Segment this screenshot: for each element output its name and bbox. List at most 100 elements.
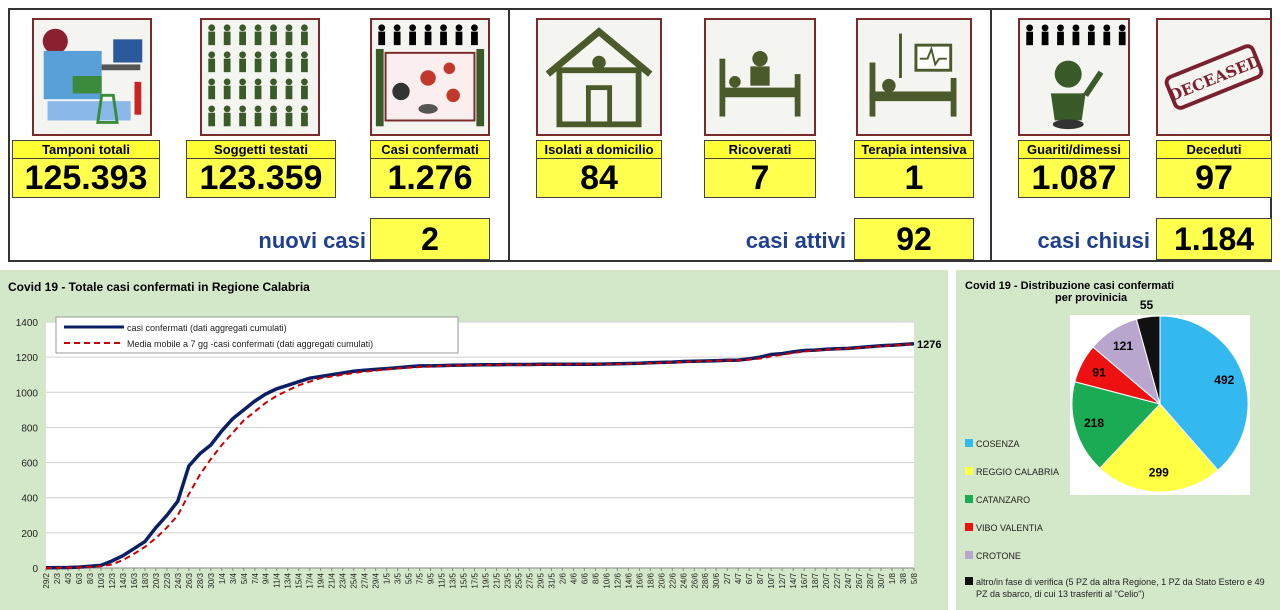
soggetti-label: Soggetti testati — [186, 140, 336, 160]
x-tick-label: 26/3 — [185, 572, 194, 588]
x-tick-label: 2/6 — [558, 572, 567, 584]
terapia-value: 1 — [854, 158, 974, 198]
x-tick-label: 29/2 — [42, 572, 51, 588]
deceduti-value: 97 — [1156, 158, 1272, 198]
x-tick-label: 2/3 — [53, 572, 62, 584]
x-tick-label: 5/8 — [910, 572, 919, 584]
pie-data-label: 299 — [1149, 466, 1169, 480]
x-tick-label: 6/7 — [745, 572, 754, 584]
pie-data-label: 121 — [1113, 339, 1133, 353]
x-tick-label: 12/6 — [613, 572, 622, 588]
x-tick-label: 28/6 — [701, 572, 710, 588]
guariti-value: 1.087 — [1018, 158, 1130, 198]
x-tick-label: 30/7 — [877, 572, 886, 588]
people-grid-icon — [200, 18, 320, 136]
x-tick-label: 3/4 — [229, 572, 238, 584]
x-tick-label: 21/5 — [492, 572, 501, 588]
x-tick-label: 3/8 — [899, 572, 908, 584]
end-value-label: 1276 — [917, 339, 941, 351]
casi-chiusi-value: 1.184 — [1156, 218, 1272, 260]
guariti-label: Guariti/dimessi — [1018, 140, 1130, 160]
x-tick-label: 28/3 — [196, 572, 205, 588]
x-tick-label: 2/7 — [723, 572, 732, 584]
x-tick-label: 7/5 — [416, 572, 425, 584]
legend-swatch — [965, 523, 973, 531]
legend-swatch — [965, 467, 973, 475]
x-tick-label: 21/4 — [328, 572, 337, 588]
x-tick-label: 30/6 — [712, 572, 721, 588]
x-tick-label: 5/4 — [240, 572, 249, 584]
section-divider — [508, 10, 510, 260]
x-tick-label: 9/4 — [262, 572, 271, 584]
tamponi-label: Tamponi totali — [12, 140, 160, 160]
x-tick-label: 10/7 — [767, 572, 776, 588]
x-tick-label: 20/3 — [152, 572, 161, 588]
pie-legend-label: CATANZARO — [976, 495, 1031, 505]
x-tick-label: 1/8 — [888, 572, 897, 584]
pie-chart: 492 299 218 91 121 55 — [1070, 298, 1250, 495]
x-tick-label: 8/6 — [591, 572, 600, 584]
pie-legend-label: REGGIO CALABRIA — [976, 467, 1060, 477]
x-tick-label: 17/5 — [471, 572, 480, 588]
pie-slice — [1135, 315, 1161, 405]
pie-title-line1: Covid 19 - Distribuzione casi confermati — [965, 280, 1175, 292]
ricoverati-value: 7 — [704, 158, 816, 198]
x-tick-label: 23/5 — [503, 572, 512, 588]
pie-chart-title: Covid 19 - Distribuzione casi confermati… — [965, 280, 1265, 304]
x-tick-label: 15/4 — [295, 572, 304, 588]
line-legend: casi confermati (dati aggregati cumulati… — [55, 316, 459, 354]
x-tick-label: 14/6 — [624, 572, 633, 588]
x-tick-label: 18/6 — [646, 572, 655, 588]
x-tick-label: 20/7 — [822, 572, 831, 588]
legend-swatch — [965, 495, 973, 503]
x-tick-label: 9/5 — [427, 572, 436, 584]
x-tick-label: 1/5 — [383, 572, 392, 584]
deceduti-label: Deceduti — [1156, 140, 1272, 160]
dashboard-stats-panel: Tamponi totali 125.393 Soggetti testati — [8, 8, 1272, 262]
casi-attivi-label: casi attivi — [745, 228, 846, 253]
legend-swatch — [965, 577, 973, 585]
x-tick-label: 24/7 — [844, 572, 853, 588]
x-tick-label: 27/5 — [525, 572, 534, 588]
x-tick-label: 10/3 — [97, 572, 106, 588]
nuovi-casi-value: 2 — [370, 218, 490, 260]
pie-chart-panel: 492 299 218 91 121 55 Covid 19 - Distribuzion… — [956, 270, 1280, 610]
isolati-label: Isolati a domicilio — [536, 140, 662, 160]
x-tick-label: 5/5 — [405, 572, 414, 584]
x-tick-label: 28/7 — [866, 572, 875, 588]
x-tick-label: 16/6 — [635, 572, 644, 588]
nuovi-casi-label: nuovi casi — [258, 228, 366, 253]
x-tick-label: 17/4 — [306, 572, 315, 588]
pie-data-label: 55 — [1140, 298, 1154, 312]
x-tick-label: 18/3 — [141, 572, 150, 588]
y-tick-label: 600 — [21, 459, 38, 470]
x-tick-label: 6/6 — [580, 572, 589, 584]
x-tick-label: 18/7 — [811, 572, 820, 588]
x-tick-label: 14/7 — [789, 572, 798, 588]
x-tick-label: 13/4 — [284, 572, 293, 588]
x-tick-label: 24/6 — [679, 572, 688, 588]
pie-data-label: 492 — [1214, 373, 1234, 387]
x-tick-label: 30/3 — [207, 572, 216, 588]
x-tick-label: 8/3 — [86, 572, 95, 584]
x-tick-label: 14/3 — [119, 572, 128, 588]
x-tick-label: 8/7 — [756, 572, 765, 584]
y-tick-label: 800 — [21, 423, 38, 434]
x-tick-label: 12/3 — [108, 572, 117, 588]
legend-swatch — [965, 439, 973, 447]
lab-equipment-icon — [32, 18, 152, 136]
y-tick-label: 200 — [21, 529, 38, 540]
recovered-person-icon — [1018, 18, 1130, 136]
y-tick-label: 0 — [32, 564, 38, 575]
pie-title-line2: per provinicia — [1055, 292, 1128, 304]
x-tick-label: 13/5 — [449, 572, 458, 588]
hospital-bed-icon — [704, 18, 816, 136]
deceased-stamp-icon: DECEASED — [1156, 18, 1272, 136]
x-tick-label: 11/5 — [438, 572, 447, 588]
soggetti-value: 123.359 — [186, 158, 336, 198]
x-tick-label: 22/3 — [163, 572, 172, 588]
pie-legend-item: CROTONE — [965, 550, 1021, 562]
pie-legend-item: CATANZARO — [965, 494, 1030, 506]
x-tick-label: 23/4 — [339, 572, 348, 588]
